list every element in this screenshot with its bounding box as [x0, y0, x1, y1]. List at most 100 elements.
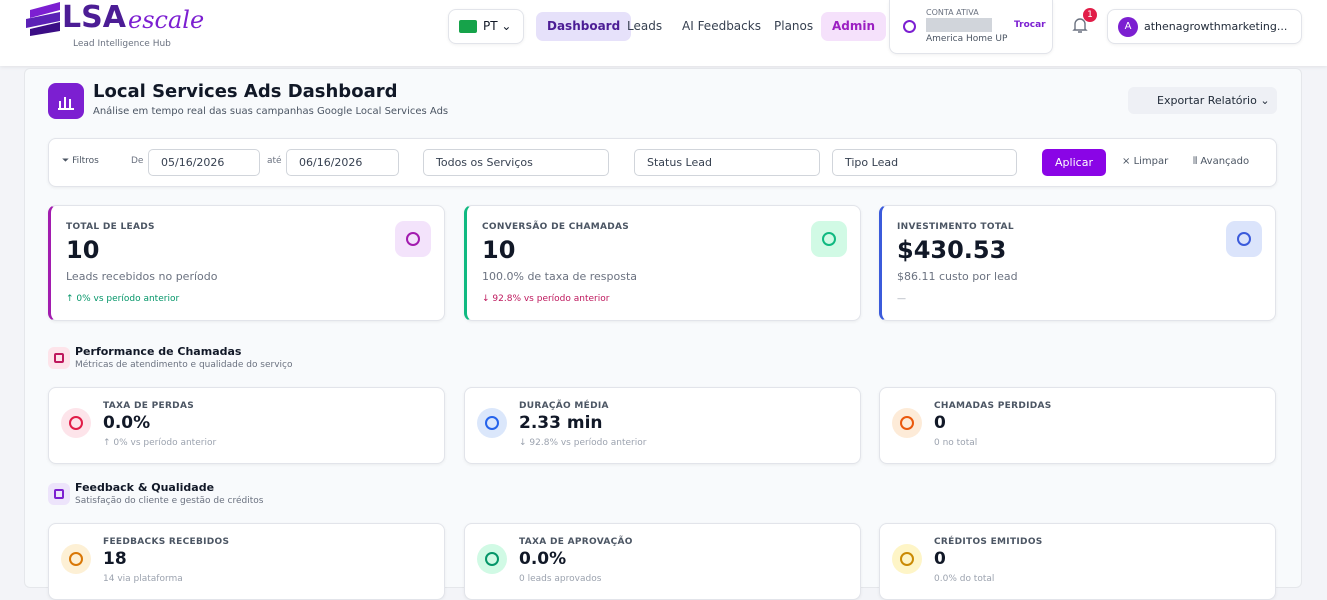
- kpi-change: ↑ 0% vs período anterior: [66, 294, 180, 304]
- kpi-change: ↓ 92.8% vs período anterior: [482, 294, 610, 304]
- kpi-icon: [1226, 221, 1262, 257]
- page-subtitle: Análise em tempo real das suas campanhas…: [93, 106, 449, 117]
- tagline: Lead Intelligence Hub: [73, 39, 171, 49]
- date-text: 06/16/2026: [299, 156, 363, 169]
- nav-item[interactable]: Dashboard: [536, 12, 632, 41]
- kpi-card: CONVERSÃO DE CHAMADAS 10 100.0% de taxa de…: [464, 205, 861, 321]
- to-label: até: [267, 156, 282, 166]
- icon-glyph: [54, 489, 64, 499]
- user-menu[interactable]: A athenagrowthmarketing...: [1107, 9, 1302, 44]
- kpi-label: CONVERSÃO DE CHAMADAS: [482, 222, 630, 232]
- section-icon: [48, 483, 70, 505]
- apply-button[interactable]: Aplicar: [1042, 149, 1106, 176]
- icon-glyph: [485, 552, 499, 566]
- nav-item[interactable]: Admin: [821, 12, 887, 41]
- date-text: 05/16/2026: [161, 156, 225, 169]
- icon-glyph: [69, 416, 83, 430]
- nav-item[interactable]: Leads: [627, 19, 663, 33]
- account-label: CONTA ATIVA: [926, 8, 979, 17]
- kpi-value: 10: [482, 236, 516, 264]
- metric-icon: [61, 408, 91, 438]
- metric-note: ↑ 0% vs período anterior: [103, 438, 217, 448]
- metric-icon: [892, 544, 922, 574]
- select-text: Todos os Serviços: [436, 156, 533, 169]
- clear-button[interactable]: × Limpar: [1122, 156, 1169, 167]
- metric-note: 14 via plataforma: [103, 574, 183, 584]
- kpi-icon: [811, 221, 847, 257]
- metric-note: ↓ 92.8% vs período anterior: [519, 438, 647, 448]
- language-select[interactable]: PT ⌄: [448, 9, 524, 44]
- dashboard-icon: [48, 83, 84, 119]
- metric-card: DURAÇÃO MÉDIA 2.33 min ↓ 92.8% vs período …: [464, 387, 861, 464]
- logo-text: LSA: [62, 0, 126, 35]
- section-subtitle: Métricas de atendimento e qualidade do s…: [75, 360, 293, 370]
- kpi-label: INVESTIMENTO TOTAL: [897, 222, 1014, 232]
- type-select[interactable]: Tipo Lead: [832, 149, 1017, 176]
- status-select[interactable]: Status Lead: [634, 149, 820, 176]
- kpi-note: 100.0% de taxa de resposta: [482, 270, 638, 283]
- metric-label: CRÉDITOS EMITIDOS: [934, 537, 1043, 547]
- kpi-note: Leads recebidos no período: [66, 270, 218, 283]
- nav-item[interactable]: AI Feedbacks: [682, 19, 761, 33]
- metric-value: 0.0%: [103, 413, 151, 433]
- date-to[interactable]: 06/16/2026: [286, 149, 399, 176]
- kpi-change: —: [897, 294, 906, 304]
- notification-badge: 1: [1083, 8, 1097, 22]
- icon-glyph: [822, 232, 836, 246]
- date-from[interactable]: 05/16/2026: [148, 149, 260, 176]
- icon-glyph: [900, 552, 914, 566]
- export-label: Exportar Relatório: [1157, 94, 1257, 107]
- advanced-button[interactable]: ⫴ Avançado: [1193, 156, 1250, 167]
- metric-icon: [892, 408, 922, 438]
- section-subtitle: Satisfação do cliente e gestão de crédit…: [75, 496, 264, 506]
- account-icon: [903, 20, 916, 33]
- export-button[interactable]: Exportar Relatório ⌄: [1128, 87, 1277, 114]
- metric-card: CRÉDITOS EMITIDOS 0 0.0% do total: [879, 523, 1276, 600]
- metric-icon: [477, 544, 507, 574]
- metric-value: 18: [103, 549, 127, 569]
- section-title: Feedback & Qualidade: [75, 481, 215, 494]
- page-title: Local Services Ads Dashboard: [93, 81, 398, 102]
- metric-value: 0: [934, 413, 946, 433]
- kpi-note: $86.11 custo por lead: [897, 270, 1018, 283]
- kpi-card: TOTAL DE LEADS 10 Leads recebidos no perío…: [48, 205, 445, 321]
- filter-text: Filtros: [72, 156, 99, 166]
- select-text: Tipo Lead: [845, 156, 899, 169]
- metric-label: TAXA DE APROVAÇÃO: [519, 537, 633, 547]
- metric-note: 0 no total: [934, 438, 978, 448]
- metric-card: CHAMADAS PERDIDAS 0 0 no total: [879, 387, 1276, 464]
- metric-value: 2.33 min: [519, 413, 603, 433]
- icon-glyph: [54, 353, 64, 363]
- metric-note: 0.0% do total: [934, 574, 995, 584]
- switch-account[interactable]: Trocar: [1014, 20, 1046, 30]
- kpi-card: INVESTIMENTO TOTAL $430.53 $86.11 custo po…: [879, 205, 1276, 321]
- advanced-text: Avançado: [1200, 156, 1250, 167]
- icon-glyph: [69, 552, 83, 566]
- metric-label: CHAMADAS PERDIDAS: [934, 401, 1052, 411]
- metric-icon: [477, 408, 507, 438]
- filter-label: ⏷ Filtros: [62, 156, 99, 166]
- icon-glyph: [485, 416, 499, 430]
- avatar: A: [1118, 17, 1138, 37]
- bell[interactable]: [1072, 17, 1088, 34]
- service-select[interactable]: Todos os Serviços: [423, 149, 609, 176]
- metric-label: FEEDBACKS RECEBIDOS: [103, 537, 230, 547]
- logo-mark: [26, 2, 60, 36]
- logo-script: escale: [128, 6, 205, 34]
- metric-label: DURAÇÃO MÉDIA: [519, 401, 609, 411]
- metric-card: FEEDBACKS RECEBIDOS 18 14 via plataforma: [48, 523, 445, 600]
- account-name: America Home UP: [926, 34, 1008, 44]
- metric-icon: [61, 544, 91, 574]
- flag: [459, 20, 477, 33]
- metric-note: 0 leads aprovados: [519, 574, 602, 584]
- kpi-value: 10: [66, 236, 100, 264]
- language: PT: [483, 19, 498, 33]
- section-title: Performance de Chamadas: [75, 345, 242, 358]
- metric-value: 0: [934, 549, 946, 569]
- nav-item[interactable]: Planos: [774, 19, 814, 33]
- kpi-icon: [395, 221, 431, 257]
- section-icon: [48, 347, 70, 369]
- icon-glyph: [900, 416, 914, 430]
- metric-value: 0.0%: [519, 549, 567, 569]
